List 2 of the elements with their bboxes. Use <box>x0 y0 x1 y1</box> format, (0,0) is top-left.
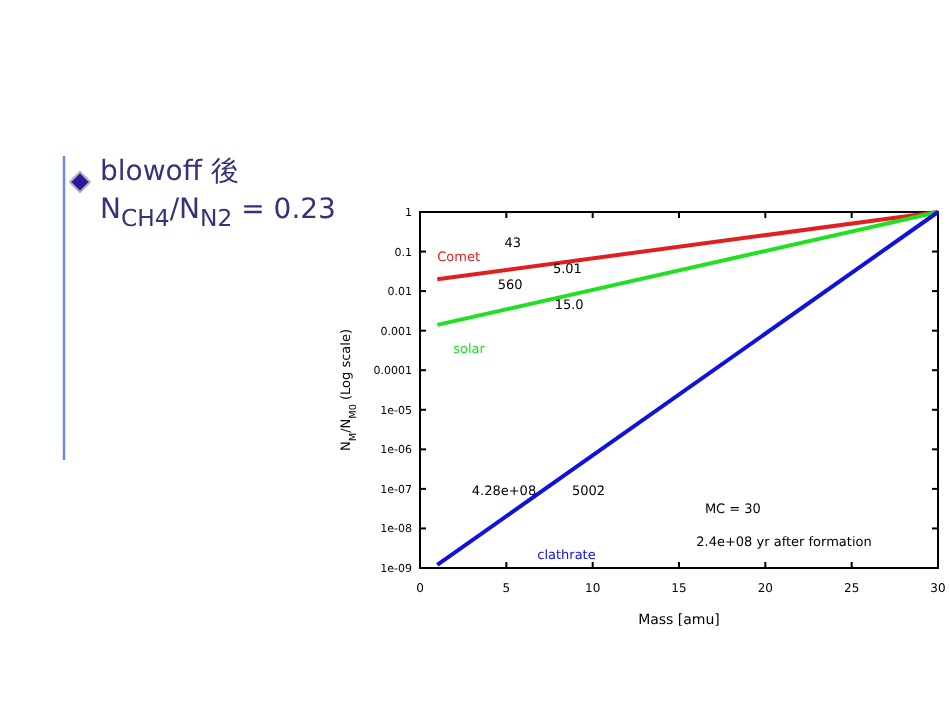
text: N$_{CH4}$/N$_{N2}$ = 0.23 <box>100 194 336 232</box>
text: blowoff 後 <box>100 154 239 190</box>
